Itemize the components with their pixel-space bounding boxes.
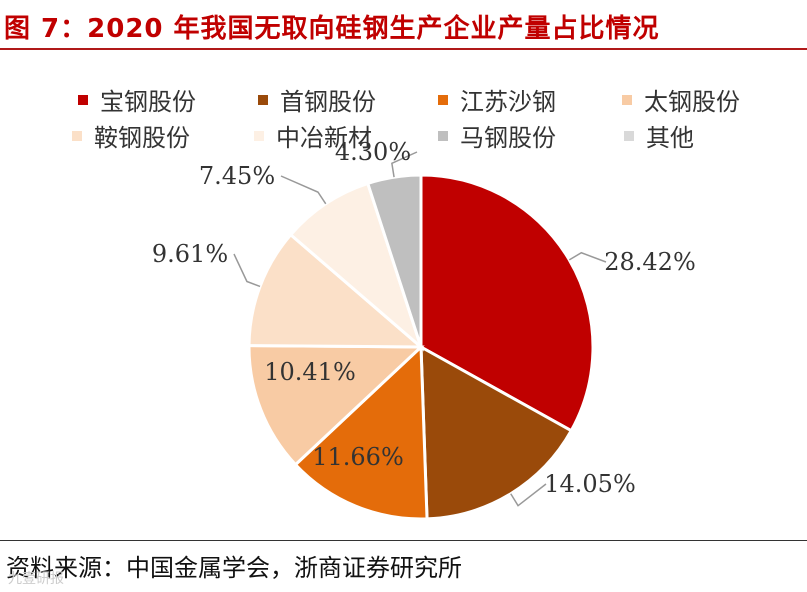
data-label-4: 9.61% bbox=[152, 240, 228, 268]
legend-item-taigang: 太钢股份 bbox=[622, 82, 740, 117]
legend-swatch bbox=[624, 130, 634, 141]
data-label-1: 14.05% bbox=[544, 470, 636, 498]
data-label-6: 4.30% bbox=[335, 138, 411, 166]
data-label-2: 11.66% bbox=[312, 443, 404, 471]
legend-label: 宝钢股份 bbox=[100, 88, 196, 116]
footer-divider bbox=[0, 540, 807, 541]
data-label-0: 28.42% bbox=[604, 248, 696, 276]
legend-label: 中冶新材 bbox=[276, 124, 372, 152]
legend-label: 马钢股份 bbox=[460, 124, 556, 152]
legend-item-other: 其他 bbox=[624, 118, 694, 153]
pie-slice-2 bbox=[293, 343, 429, 521]
leader-line-6 bbox=[391, 151, 418, 178]
data-label-3: 10.41% bbox=[264, 358, 356, 386]
legend-label: 江苏沙钢 bbox=[460, 88, 556, 116]
legend-label: 鞍钢股份 bbox=[94, 124, 190, 152]
leader-line-0 bbox=[568, 251, 607, 263]
legend-swatch bbox=[78, 94, 88, 105]
legend-swatch bbox=[438, 130, 448, 141]
leader-line-5 bbox=[280, 175, 327, 205]
source-note: 资料来源：中国金属学会，浙商证券研究所 bbox=[6, 554, 462, 582]
legend-swatch bbox=[438, 94, 448, 105]
pie-slice-5 bbox=[288, 181, 425, 352]
pie-slice-0 bbox=[419, 173, 595, 433]
legend-label: 其他 bbox=[646, 124, 694, 152]
data-label-5: 7.45% bbox=[199, 162, 275, 190]
legend-label: 首钢股份 bbox=[280, 88, 376, 116]
legend-label: 太钢股份 bbox=[644, 88, 740, 116]
chart-legend: 宝钢股份 首钢股份 江苏沙钢 太钢股份 鞍钢股份 中冶新材 马钢股份 其他 bbox=[0, 0, 807, 160]
legend-item-shougang: 首钢股份 bbox=[258, 82, 376, 117]
legend-swatch bbox=[72, 130, 82, 141]
legend-item-magang: 马钢股份 bbox=[438, 118, 556, 153]
legend-item-shagang: 江苏沙钢 bbox=[438, 82, 556, 117]
legend-swatch bbox=[258, 94, 268, 105]
leader-line-4 bbox=[233, 253, 261, 288]
page-title: 图 7：2020 年我国无取向硅钢生产企业产量占比情况 bbox=[4, 14, 660, 44]
leader-line-1 bbox=[510, 483, 547, 507]
legend-swatch bbox=[622, 94, 632, 105]
title-divider bbox=[0, 48, 807, 50]
pie-slice-3 bbox=[247, 344, 425, 467]
pie-slice-1 bbox=[419, 344, 574, 521]
legend-item-angang: 鞍钢股份 bbox=[72, 118, 190, 153]
legend-swatch bbox=[254, 130, 264, 141]
legend-item-baosteel: 宝钢股份 bbox=[78, 82, 196, 117]
pie-slice-6 bbox=[365, 173, 423, 348]
watermark: 九壹研报 bbox=[8, 571, 64, 587]
legend-item-zhongye: 中冶新材 bbox=[254, 118, 372, 153]
